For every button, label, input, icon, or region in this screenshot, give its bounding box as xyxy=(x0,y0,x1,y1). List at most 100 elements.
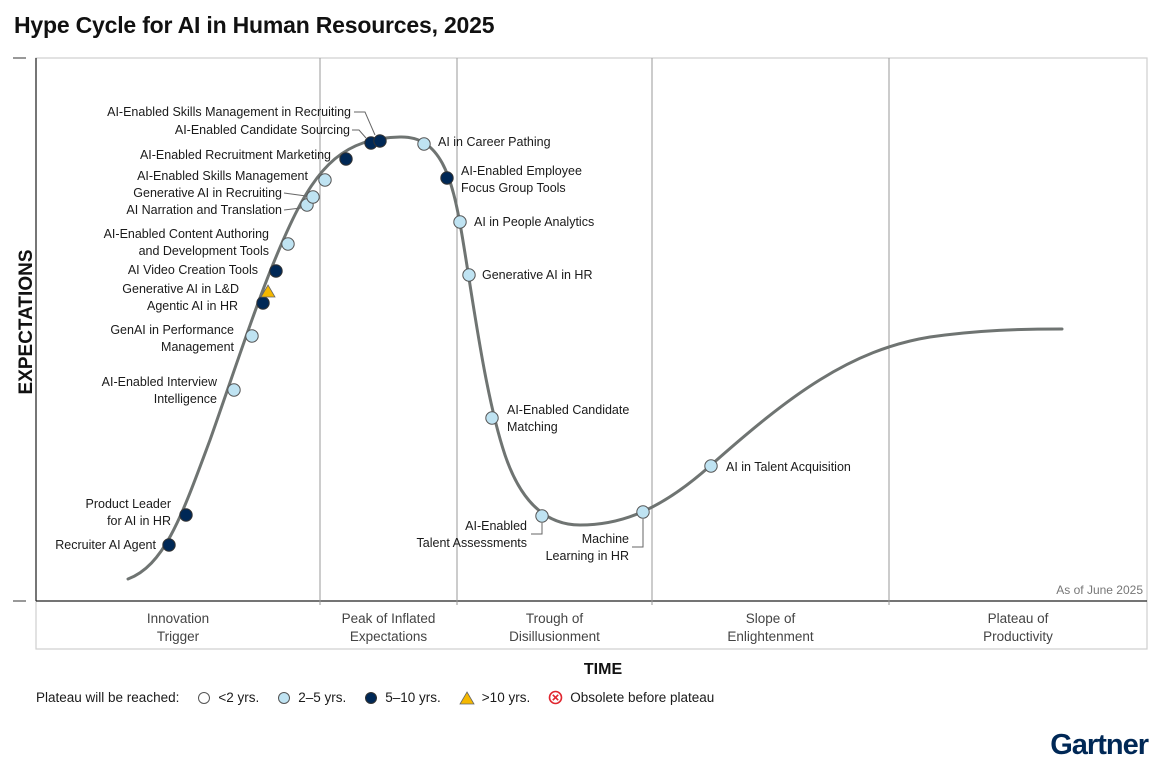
phase-label-plateau: Plateau of Productivity xyxy=(983,611,1053,644)
marker-ai-enabled-talent-assessments[interactable] xyxy=(535,509,549,523)
technology-agentic-ai-in-hr[interactable]: Agentic AI in HR xyxy=(147,296,270,313)
leader-line-generative-ai-in-recruiting xyxy=(283,192,307,197)
label-agentic-ai-in-hr: Agentic AI in HR xyxy=(147,299,238,313)
marker-ai-enabled-employee-focus-group-tools[interactable] xyxy=(440,171,454,185)
legend-title: Plateau will be reached: xyxy=(36,690,180,705)
legend-item-lt2: <2 yrs. xyxy=(197,690,259,705)
technology-ai-enabled-candidate-sourcing[interactable]: AI-Enabled Candidate Sourcing xyxy=(175,123,378,150)
technology-genai-in-performance-management[interactable]: GenAI in Performance Management xyxy=(110,323,259,354)
technology-product-leader-for-ai-in-hr[interactable]: Product Leader for AI in HR xyxy=(86,497,193,528)
hype-curve xyxy=(126,135,1064,581)
technology-machine-learning-in-hr[interactable]: Machine Learning in HR xyxy=(546,505,650,563)
label-ai-enabled-skills-management-in-recruiting: AI-Enabled Skills Management in Recruiti… xyxy=(107,105,351,119)
legend-label-obsolete: Obsolete before plateau xyxy=(570,690,715,705)
marker-product-leader-for-ai-in-hr[interactable] xyxy=(179,508,193,522)
yellow-triangle-icon xyxy=(459,690,475,704)
technology-ai-video-creation-tools[interactable]: AI Video Creation Tools xyxy=(128,263,283,278)
label-ai-video-creation-tools: AI Video Creation Tools xyxy=(128,263,258,277)
technology-ai-enabled-candidate-matching[interactable]: AI-Enabled Candidate Matching xyxy=(485,403,630,434)
label-ai-in-career-pathing: AI in Career Pathing xyxy=(438,135,551,149)
marker-ai-enabled-candidate-matching[interactable] xyxy=(485,411,499,425)
leader-line-ai-enabled-skills-management-in-recruiting xyxy=(354,111,376,136)
marker-generative-ai-in-hr[interactable] xyxy=(462,268,476,282)
marker-ai-in-people-analytics[interactable] xyxy=(453,215,467,229)
technology-ai-enabled-skills-management[interactable]: AI-Enabled Skills Management xyxy=(137,169,332,187)
marker-ai-video-creation-tools[interactable] xyxy=(269,264,283,278)
plot-frame xyxy=(13,57,1148,650)
technology-ai-narration-and-translation[interactable]: AI Narration and Translation xyxy=(126,198,314,217)
marker-ai-in-talent-acquisition[interactable] xyxy=(704,459,718,473)
label-ai-enabled-interview-intelligence: AI-Enabled Interview Intelligence xyxy=(102,375,218,406)
legend-item-obsolete: Obsolete before plateau xyxy=(548,690,714,705)
x-axis-label: TIME xyxy=(584,661,623,678)
leader-line-ai-narration-and-translation xyxy=(283,207,302,211)
technology-ai-enabled-talent-assessments[interactable]: AI-Enabled Talent Assessments xyxy=(417,509,549,550)
marker-ai-in-career-pathing[interactable] xyxy=(417,137,431,151)
label-ai-in-people-analytics: AI in People Analytics xyxy=(474,215,594,229)
light-blue-circle-icon xyxy=(278,691,291,704)
legend-label-lt2: <2 yrs. xyxy=(218,690,260,705)
label-recruiter-ai-agent: Recruiter AI Agent xyxy=(55,538,156,552)
marker-ai-enabled-interview-intelligence[interactable] xyxy=(227,383,241,397)
label-ai-enabled-employee-focus-group-tools: AI-Enabled Employee Focus Group Tools xyxy=(461,164,582,195)
technology-ai-enabled-recruitment-marketing[interactable]: AI-Enabled Recruitment Marketing xyxy=(140,148,353,166)
technology-ai-enabled-interview-intelligence[interactable]: AI-Enabled Interview Intelligence xyxy=(102,375,241,406)
label-ai-enabled-candidate-matching: AI-Enabled Candidate Matching xyxy=(507,403,629,434)
y-axis-label: EXPECTATIONS xyxy=(16,250,37,395)
label-ai-enabled-candidate-sourcing: AI-Enabled Candidate Sourcing xyxy=(175,123,350,137)
technology-ai-in-talent-acquisition[interactable]: AI in Talent Acquisition xyxy=(704,459,851,474)
marker-ai-enabled-recruitment-marketing[interactable] xyxy=(339,152,353,166)
label-ai-enabled-skills-management: AI-Enabled Skills Management xyxy=(137,169,308,183)
legend-label-2to5: 2–5 yrs. xyxy=(298,690,347,705)
label-ai-enabled-talent-assessments: AI-Enabled Talent Assessments xyxy=(417,519,528,550)
leader-line-ai-enabled-candidate-sourcing xyxy=(352,129,367,139)
marker-genai-in-performance-management[interactable] xyxy=(245,329,259,343)
technology-markers: Recruiter AI Agent Product Leader for AI i… xyxy=(55,105,851,563)
technology-ai-enabled-employee-focus-group-tools[interactable]: AI-Enabled Employee Focus Group Tools xyxy=(440,164,582,195)
marker-ai-enabled-content-authoring-and-development-tools[interactable] xyxy=(281,237,295,251)
legend-label-5to10: 5–10 yrs. xyxy=(385,690,441,705)
marker-agentic-ai-in-hr[interactable] xyxy=(256,296,270,310)
legend-item-2to5: 2–5 yrs. xyxy=(277,690,346,705)
hype-cycle-chart: Innovation Trigger Peak of Inflated Expecta… xyxy=(13,57,1148,678)
technology-ai-in-people-analytics[interactable]: AI in People Analytics xyxy=(453,215,594,229)
label-generative-ai-in-hr: Generative AI in HR xyxy=(482,268,592,282)
marker-generative-ai-in-landd[interactable] xyxy=(260,284,276,298)
phase-labels: Innovation Trigger Peak of Inflated Expecta… xyxy=(147,611,1053,644)
technology-generative-ai-in-hr[interactable]: Generative AI in HR xyxy=(462,268,593,282)
technology-recruiter-ai-agent[interactable]: Recruiter AI Agent xyxy=(55,538,176,552)
phase-label-peak: Peak of Inflated Expectations xyxy=(342,611,436,644)
gartner-logo: Gartner xyxy=(1050,729,1149,761)
technology-ai-in-career-pathing[interactable]: AI in Career Pathing xyxy=(417,135,551,151)
label-ai-in-talent-acquisition: AI in Talent Acquisition xyxy=(726,460,851,474)
technology-ai-enabled-content-authoring-and-development-tools[interactable]: AI-Enabled Content Authoring and Developm… xyxy=(104,227,295,258)
as-of-note: As of June 2025 xyxy=(1056,583,1143,597)
legend-item-5to10: 5–10 yrs. xyxy=(364,690,441,705)
dark-blue-circle-icon xyxy=(365,691,378,704)
legend-item-gt10: >10 yrs. xyxy=(459,690,530,705)
legend-label-gt10: >10 yrs. xyxy=(481,690,531,705)
technology-ai-enabled-skills-management-in-recruiting[interactable]: AI-Enabled Skills Management in Recruiti… xyxy=(107,105,387,148)
marker-recruiter-ai-agent[interactable] xyxy=(162,538,176,552)
legend: Plateau will be reached: <2 yrs. 2–5 yrs… xyxy=(36,690,732,705)
hype-curve-line xyxy=(126,135,1064,581)
marker-generative-ai-in-recruiting[interactable] xyxy=(306,190,320,204)
marker-ai-enabled-skills-management[interactable] xyxy=(318,173,332,187)
leader-line-ai-enabled-talent-assessments xyxy=(531,523,543,535)
label-generative-ai-in-landd: Generative AI in L&D xyxy=(122,282,239,296)
label-ai-enabled-content-authoring-and-development-tools: AI-Enabled Content Authoring and Developm… xyxy=(104,227,269,258)
technology-generative-ai-in-landd[interactable]: Generative AI in L&D xyxy=(122,282,276,298)
label-ai-narration-and-translation: AI Narration and Translation xyxy=(126,203,282,217)
technology-generative-ai-in-recruiting[interactable]: Generative AI in Recruiting xyxy=(133,186,320,204)
label-machine-learning-in-hr: Machine Learning in HR xyxy=(546,532,629,563)
chart-title: Hype Cycle for AI in Human Resources, 20… xyxy=(14,12,495,38)
label-ai-enabled-recruitment-marketing: AI-Enabled Recruitment Marketing xyxy=(140,148,331,162)
label-product-leader-for-ai-in-hr: Product Leader for AI in HR xyxy=(86,497,171,528)
leader-line-machine-learning-in-hr xyxy=(632,519,644,548)
white-circle-icon xyxy=(198,691,211,704)
marker-machine-learning-in-hr[interactable] xyxy=(636,505,650,519)
label-generative-ai-in-recruiting: Generative AI in Recruiting xyxy=(133,186,282,200)
phase-label-innovation: Innovation Trigger xyxy=(147,611,209,644)
label-genai-in-performance-management: GenAI in Performance Management xyxy=(110,323,234,354)
marker-ai-enabled-skills-management-in-recruiting[interactable] xyxy=(373,134,387,148)
